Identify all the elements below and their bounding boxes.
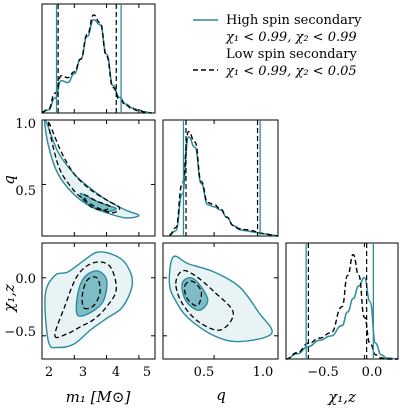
tick-label-q-1: 1.0 xyxy=(15,117,36,132)
marginal-m1-frame xyxy=(41,3,156,114)
marginal-chi-curve-low-spin xyxy=(285,253,398,360)
joint-m1-q-contour-low-spin-inner xyxy=(83,194,111,211)
legend-sublabel-high-spin: χ₁ < 0.99, χ₂ < 0.99 xyxy=(225,30,357,45)
tick-label-chi-bottom-1: 0.0 xyxy=(362,365,383,380)
tick-label-m1-0: 2 xyxy=(45,365,53,380)
joint-m1-chi-contour-low-spin-inner xyxy=(81,276,101,310)
marginal-q-panel xyxy=(162,119,279,237)
x-axis-label-m1: m₁ [M⊙] xyxy=(66,388,131,406)
marginal-m1-curve-high-spin xyxy=(41,19,152,114)
y-axis-label-chi: χ₁,z xyxy=(0,284,18,313)
joint-q-chi-panel xyxy=(162,242,279,360)
legend-label-high-spin: High spin secondary xyxy=(226,13,362,28)
joint-m1-q-panel xyxy=(41,119,156,237)
joint-q-chi-contour-high-spin-outer xyxy=(168,255,273,343)
tick-label-q-bottom-0: 0.5 xyxy=(194,365,215,380)
joint-q-chi-frame xyxy=(162,242,279,360)
tick-label-m1-1: 3 xyxy=(79,365,87,380)
joint-m1-chi-contour-low-spin-outer xyxy=(54,261,117,339)
marginal-chi-frame xyxy=(285,242,399,360)
joint-m1-chi-panel xyxy=(41,242,156,360)
legend-label-low-spin: Low spin secondary xyxy=(226,47,358,62)
joint-m1-chi-frame xyxy=(41,242,156,360)
joint-q-chi-contour-high-spin-inner xyxy=(181,277,209,311)
marginal-chi-panel xyxy=(285,242,399,360)
joint-q-chi-contour-low-spin-inner xyxy=(183,280,203,307)
joint-m1-q-contour-low-spin-outer xyxy=(47,121,121,214)
tick-label-m1-3: 5 xyxy=(143,365,151,380)
marginal-m1-panel xyxy=(41,3,156,114)
joint-m1-q-frame xyxy=(41,119,156,237)
marginal-chi-curve-high-spin xyxy=(285,276,399,360)
tick-labels: 1.0 0.5 0.0 −0.5 2 3 4 5 0.5 1.0 −0.5 0.… xyxy=(4,117,382,380)
tick-label-chi-bottom-0: −0.5 xyxy=(307,365,339,380)
legend: High spin secondary χ₁ < 0.99, χ₂ < 0.99… xyxy=(193,13,362,79)
marginal-m1-curve-low-spin xyxy=(41,14,152,114)
marginal-q-frame xyxy=(162,119,279,237)
tick-label-m1-2: 4 xyxy=(112,365,120,380)
x-axis-label-q: q xyxy=(216,386,226,404)
x-axis-label-chi: χ₁,z xyxy=(327,388,356,406)
joint-q-chi-contour-low-spin-outer xyxy=(175,269,234,331)
tick-label-chi-1: −0.5 xyxy=(4,325,36,340)
y-axis-label-q: q xyxy=(0,175,18,185)
legend-sublabel-low-spin: χ₁ < 0.99, χ₂ < 0.05 xyxy=(225,64,357,79)
tick-label-q-bottom-1: 1.0 xyxy=(253,365,274,380)
tick-label-q-0: 0.5 xyxy=(15,184,36,199)
tick-label-chi-0: 0.0 xyxy=(15,272,36,287)
